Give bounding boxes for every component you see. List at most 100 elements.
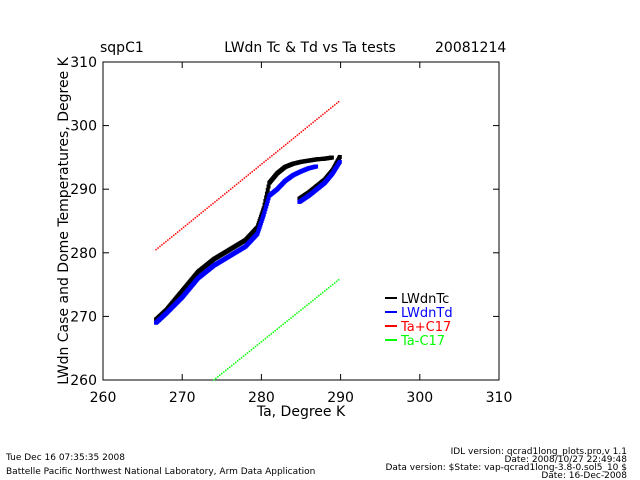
data-point — [188, 221, 191, 224]
data-point — [288, 140, 291, 143]
data-point — [314, 164, 319, 169]
series-LWdnTd — [154, 159, 342, 325]
y-tick-label: 290 — [70, 182, 97, 198]
data-point — [214, 201, 216, 203]
data-point — [239, 180, 242, 182]
data-point — [236, 360, 239, 362]
series-Ta+C17 — [155, 101, 340, 251]
data-point — [330, 107, 332, 109]
data-point — [216, 199, 218, 202]
data-point — [265, 188, 270, 193]
y-tick-label: 280 — [70, 246, 97, 262]
data-point — [325, 288, 328, 291]
data-point — [218, 197, 220, 200]
data-point — [225, 191, 228, 194]
data-point — [269, 156, 271, 159]
data-point — [198, 213, 201, 216]
data-point — [264, 204, 269, 209]
data-point — [244, 353, 247, 356]
data-point — [238, 358, 241, 361]
data-point — [226, 368, 229, 370]
data-point — [194, 217, 197, 219]
data-point — [333, 104, 336, 106]
data-point — [260, 216, 265, 221]
legend-label: LWdnTc — [401, 292, 449, 307]
data-point — [259, 212, 264, 217]
data-point — [258, 223, 263, 228]
data-point — [196, 215, 199, 217]
data-point — [192, 218, 195, 221]
x-tick-label: 280 — [248, 390, 275, 406]
data-point — [333, 282, 336, 284]
data-point — [163, 242, 165, 245]
data-point — [208, 205, 210, 208]
data-point — [217, 376, 219, 378]
data-point — [277, 150, 279, 152]
data-point — [182, 226, 185, 229]
data-point — [312, 121, 314, 124]
data-point — [316, 118, 318, 120]
series-Ta-C17 — [213, 279, 340, 381]
data-point — [337, 154, 342, 159]
data-point — [256, 344, 259, 346]
data-point — [304, 306, 306, 308]
data-point — [260, 341, 263, 343]
data-point — [222, 194, 224, 197]
data-point — [271, 155, 273, 157]
data-point — [165, 240, 167, 243]
data-point — [263, 161, 265, 163]
data-point — [337, 279, 340, 281]
data-point — [266, 336, 269, 338]
data-point — [264, 195, 269, 200]
data-point — [256, 227, 261, 232]
data-point — [322, 113, 324, 116]
data-point — [316, 296, 318, 299]
data-point — [258, 221, 263, 226]
data-point — [296, 134, 299, 136]
data-point — [286, 142, 289, 144]
data-point — [252, 347, 255, 349]
data-point — [324, 290, 326, 292]
data-point — [331, 283, 334, 286]
data-point — [284, 322, 286, 324]
data-point — [264, 337, 267, 340]
data-point — [328, 108, 330, 111]
data-point — [250, 349, 253, 351]
data-point — [229, 188, 232, 190]
data-point — [215, 377, 217, 380]
data-point — [276, 328, 278, 330]
data-point — [257, 225, 262, 230]
y-tick-label: 270 — [70, 309, 97, 325]
data-point — [169, 237, 171, 240]
data-point — [242, 355, 245, 357]
data-point — [255, 225, 260, 230]
data-point — [178, 229, 181, 232]
data-point — [274, 329, 277, 332]
legend-label: Ta+C17 — [400, 320, 451, 335]
data-point — [337, 159, 342, 164]
data-point — [296, 312, 298, 314]
footer-data-date: Date: 16-Dec-2008 — [541, 471, 627, 480]
x-tick-label: 260 — [90, 390, 117, 406]
data-point — [256, 223, 261, 228]
data-point — [235, 183, 238, 186]
data-point — [245, 175, 248, 178]
data-point — [278, 148, 281, 151]
data-point — [324, 112, 326, 114]
data-point — [221, 372, 223, 375]
data-point — [265, 159, 267, 162]
data-point — [237, 182, 240, 184]
footer-idl-date: Date: 2008/10/27 22:49:48 — [504, 455, 627, 465]
data-point — [224, 193, 226, 195]
data-point — [254, 345, 257, 348]
chart-title: LWdn Tc & Td vs Ta tests — [224, 40, 396, 56]
legend-label: Ta-C17 — [400, 334, 445, 349]
data-point — [257, 219, 262, 223]
y-tick-label: 310 — [70, 55, 97, 71]
data-point — [335, 102, 338, 105]
data-point — [186, 223, 189, 225]
data-point — [159, 245, 161, 248]
site-label: sqpC1 — [100, 40, 144, 56]
data-point — [261, 163, 263, 165]
data-point — [167, 239, 169, 241]
